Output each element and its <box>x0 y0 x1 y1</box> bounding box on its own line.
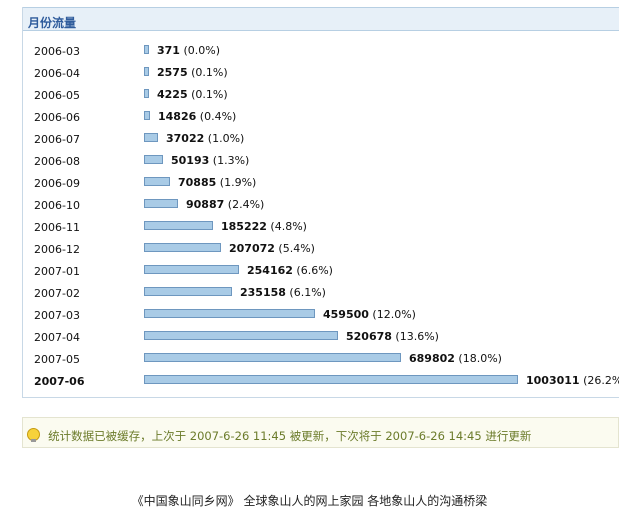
chart-row: 2007-02 235158 (6.1%) <box>23 282 619 304</box>
chart-row: 2007-06 1003011 (26.2%) <box>23 370 619 392</box>
traffic-bar <box>144 199 178 208</box>
month-label: 2007-05 <box>34 353 80 366</box>
traffic-value-label: 14826 (0.4%) <box>158 110 237 123</box>
traffic-value-label: 254162 (6.6%) <box>247 264 333 277</box>
traffic-value-label: 2575 (0.1%) <box>157 66 228 79</box>
traffic-bar <box>144 331 338 340</box>
chart-row: 2006-07 37022 (1.0%) <box>23 128 619 150</box>
month-label: 2006-11 <box>34 221 80 234</box>
traffic-value-label: 90887 (2.4%) <box>186 198 265 211</box>
panel-header: 月份流量 <box>23 7 619 31</box>
traffic-value-label: 4225 (0.1%) <box>157 88 228 101</box>
traffic-bar <box>144 243 221 252</box>
month-label: 2006-05 <box>34 89 80 102</box>
traffic-value-label: 235158 (6.1%) <box>240 286 326 299</box>
chart-row: 2006-04 2575 (0.1%) <box>23 62 619 84</box>
panel-title: 月份流量 <box>28 16 77 30</box>
month-label: 2007-01 <box>34 265 80 278</box>
traffic-bar <box>144 309 315 318</box>
traffic-bar <box>144 89 149 98</box>
traffic-bar <box>144 111 150 120</box>
traffic-bar <box>144 177 170 186</box>
month-label: 2006-07 <box>34 133 80 146</box>
traffic-bar <box>144 221 213 230</box>
chart-row: 2006-05 4225 (0.1%) <box>23 84 619 106</box>
traffic-bar <box>144 67 149 76</box>
traffic-value-label: 689802 (18.0%) <box>409 352 502 365</box>
traffic-bar <box>144 45 149 54</box>
traffic-value-label: 50193 (1.3%) <box>171 154 250 167</box>
month-label: 2006-03 <box>34 45 80 58</box>
month-label: 2006-09 <box>34 177 80 190</box>
traffic-value-label: 459500 (12.0%) <box>323 308 416 321</box>
chart-row: 2007-05 689802 (18.0%) <box>23 348 619 370</box>
traffic-bar <box>144 265 239 274</box>
traffic-value-label: 37022 (1.0%) <box>166 132 245 145</box>
traffic-value-label: 371 (0.0%) <box>157 44 220 57</box>
traffic-value-label: 70885 (1.9%) <box>178 176 257 189</box>
chart-row: 2006-12 207072 (5.4%) <box>23 238 619 260</box>
chart-row: 2006-10 90887 (2.4%) <box>23 194 619 216</box>
month-label: 2006-06 <box>34 111 80 124</box>
traffic-bar <box>144 375 518 384</box>
month-label: 2006-12 <box>34 243 80 256</box>
chart-row: 2007-01 254162 (6.6%) <box>23 260 619 282</box>
traffic-bar <box>144 133 158 142</box>
traffic-bar <box>144 155 163 164</box>
month-label: 2007-02 <box>34 287 80 300</box>
site-footer-slogan: 《中国象山同乡网》 全球象山人的网上家园 各地象山人的沟通桥梁 <box>131 494 488 508</box>
lightbulb-icon <box>27 428 40 442</box>
month-label: 2007-04 <box>34 331 80 344</box>
monthly-traffic-panel: 月份流量 2006-03 371 (0.0%) 2006-04 2575 (0.1%)… <box>22 7 619 398</box>
cache-notice-text: 统计数据已被缓存，上次于 2007-6-26 11:45 被更新，下次将于 20… <box>48 429 532 443</box>
chart-row: 2007-03 459500 (12.0%) <box>23 304 619 326</box>
traffic-value-label: 207072 (5.4%) <box>229 242 315 255</box>
month-label: 2007-03 <box>34 309 80 322</box>
traffic-value-label: 520678 (13.6%) <box>346 330 439 343</box>
cache-notice: 统计数据已被缓存，上次于 2007-6-26 11:45 被更新，下次将于 20… <box>22 417 619 448</box>
chart-row: 2006-03 371 (0.0%) <box>23 40 619 62</box>
month-label: 2006-10 <box>34 199 80 212</box>
traffic-bar <box>144 353 401 362</box>
chart-row: 2006-11 185222 (4.8%) <box>23 216 619 238</box>
chart-row: 2006-09 70885 (1.9%) <box>23 172 619 194</box>
month-label: 2006-04 <box>34 67 80 80</box>
chart-row: 2006-08 50193 (1.3%) <box>23 150 619 172</box>
chart-row: 2006-06 14826 (0.4%) <box>23 106 619 128</box>
month-label: 2007-06 <box>34 375 85 388</box>
chart-row: 2007-04 520678 (13.6%) <box>23 326 619 348</box>
month-label: 2006-08 <box>34 155 80 168</box>
traffic-value-label: 185222 (4.8%) <box>221 220 307 233</box>
traffic-value-label: 1003011 (26.2%) <box>526 374 619 387</box>
traffic-bar <box>144 287 232 296</box>
